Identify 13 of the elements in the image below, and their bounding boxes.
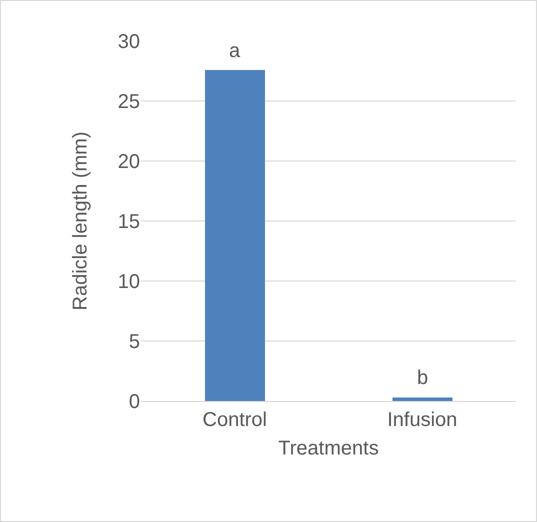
y-tick-label: 10 [118, 271, 140, 293]
annotation: b [417, 367, 428, 389]
x-tick-label: Control [202, 409, 267, 431]
annotation: a [229, 40, 241, 62]
y-tick-label: 0 [128, 391, 140, 413]
y-tick-label: 15 [118, 211, 140, 233]
y-tick-label: 25 [118, 91, 140, 113]
y-tick-label: 30 [118, 31, 140, 53]
y-axis-title: Radicle length (mm) [69, 132, 92, 310]
x-tick-label: Infusion [387, 409, 458, 431]
y-tick-label: 5 [128, 331, 140, 353]
x-axis-title: Treatments [278, 438, 379, 460]
y-tick-label: 20 [118, 151, 140, 173]
